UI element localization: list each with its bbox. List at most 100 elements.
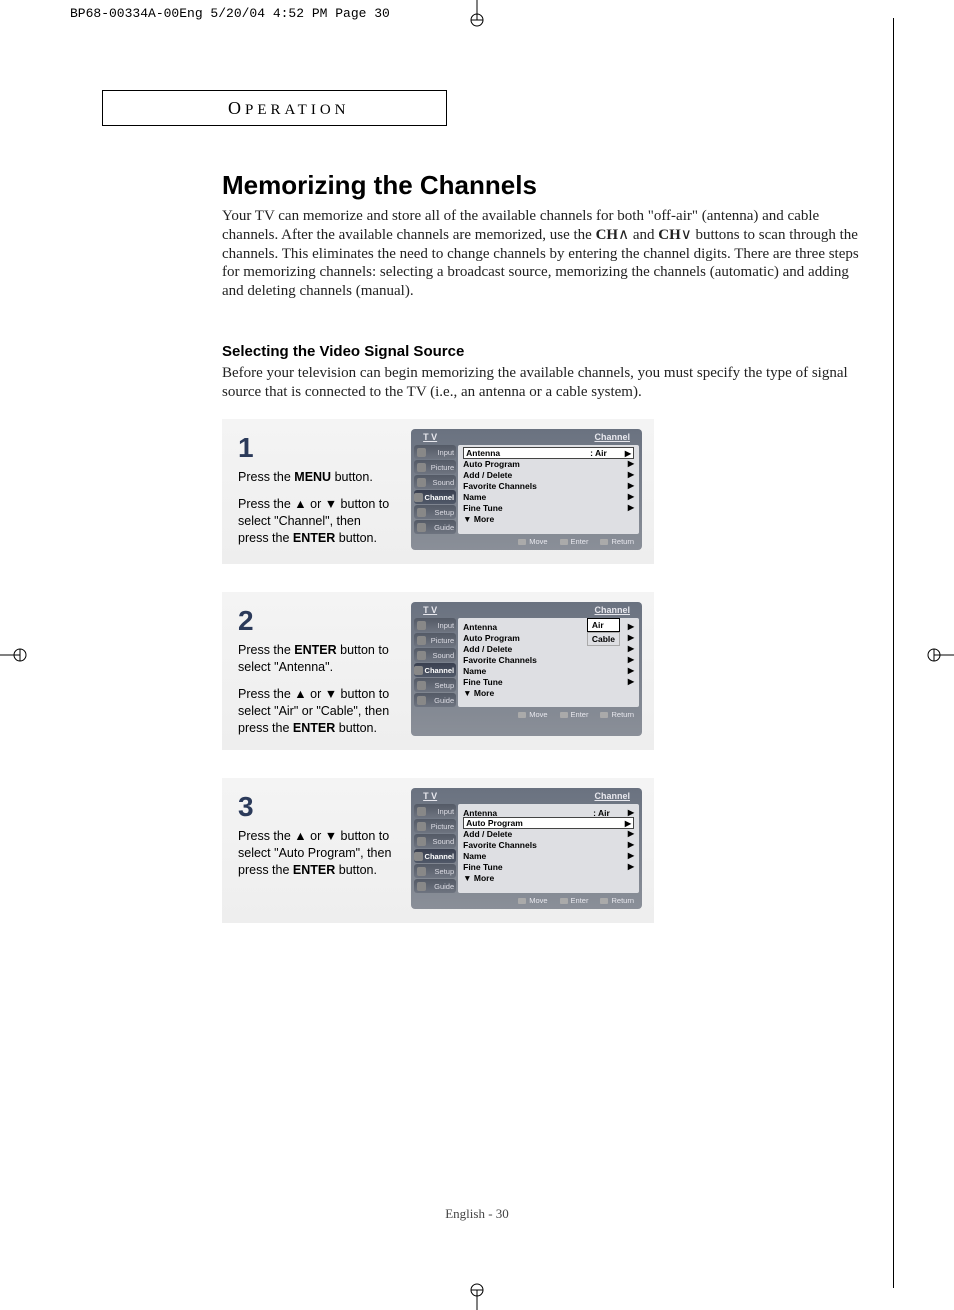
tv-header-right: Channel bbox=[594, 432, 630, 442]
tab-label: Input bbox=[437, 448, 454, 457]
menu-item-label: Fine Tune bbox=[463, 677, 503, 687]
footer-hint-enter: Enter bbox=[560, 710, 589, 719]
tab-icon bbox=[417, 523, 426, 532]
step-text: 1Press the MENU button. Press the ▲ or ▼… bbox=[238, 429, 393, 550]
crop-mark-right-icon bbox=[926, 641, 954, 669]
menu-item-label: Antenna bbox=[466, 448, 500, 458]
tv-menu-tabs: Input Picture SoundChannelSetupGuide bbox=[413, 617, 457, 708]
chevron-right-icon: ▶ bbox=[628, 655, 634, 664]
menu-item-favorite-channels[interactable]: Favorite Channels ▶ bbox=[463, 654, 634, 665]
tv-tab-setup[interactable]: Setup bbox=[414, 678, 456, 692]
tv-menu-panel: Antenna: Air▶Auto Program▶Add / Delete▶F… bbox=[458, 445, 639, 534]
tv-tab-input[interactable]: Input bbox=[414, 618, 456, 632]
menu-item-label: ▼ More bbox=[463, 688, 494, 698]
tv-tab-channel[interactable]: Channel bbox=[414, 849, 456, 863]
tv-tab-channel[interactable]: Channel bbox=[414, 663, 456, 677]
footer-hint-enter: Enter bbox=[560, 537, 589, 546]
step-instruction bbox=[238, 676, 393, 686]
tv-tab-guide[interactable]: Guide bbox=[414, 879, 456, 893]
footer-hint-move: Move bbox=[518, 896, 547, 905]
menu-item-add-delete[interactable]: Add / Delete▶ bbox=[463, 469, 634, 480]
step-text: 3Press the ▲ or ▼ button to select "Auto… bbox=[238, 788, 393, 909]
menu-item-name[interactable]: Name▶ bbox=[463, 850, 634, 861]
menu-item-label: Favorite Channels bbox=[463, 840, 537, 850]
menu-item-fine-tune[interactable]: Fine Tune▶ bbox=[463, 502, 634, 513]
tv-tab-input[interactable]: Input bbox=[414, 445, 456, 459]
page-number: English - 30 bbox=[0, 1206, 954, 1222]
dropdown-option-cable[interactable]: Cable bbox=[587, 632, 620, 646]
menu-item-label: Auto Program bbox=[463, 459, 520, 469]
tab-label: Picture bbox=[431, 636, 454, 645]
tab-icon bbox=[417, 636, 426, 645]
tab-icon bbox=[414, 493, 423, 502]
sub-intro-paragraph: Before your television can begin memoriz… bbox=[222, 364, 862, 402]
menu-item-favorite-channels[interactable]: Favorite Channels▶ bbox=[463, 480, 634, 491]
chevron-right-icon: ▶ bbox=[625, 819, 631, 828]
chevron-right-icon: ▶ bbox=[628, 481, 634, 490]
tv-header-right: Channel bbox=[594, 605, 630, 615]
tv-tab-input[interactable]: Input bbox=[414, 804, 456, 818]
tab-icon bbox=[417, 651, 426, 660]
tab-icon bbox=[414, 852, 423, 861]
menu-item-name[interactable]: Name ▶ bbox=[463, 491, 634, 502]
dropdown-option-air[interactable]: Air bbox=[587, 618, 620, 632]
menu-item-favorite-channels[interactable]: Favorite Channels▶ bbox=[463, 839, 634, 850]
chevron-right-icon: ▶ bbox=[628, 503, 634, 512]
print-header: BP68-00334A-00Eng 5/20/04 4:52 PM Page 3… bbox=[70, 6, 390, 21]
menu-item-value: : Air bbox=[593, 808, 610, 818]
tab-icon bbox=[417, 882, 426, 891]
tab-label: Sound bbox=[432, 478, 454, 487]
tv-tab-guide[interactable]: Guide bbox=[414, 520, 456, 534]
tv-tab-channel[interactable]: Channel bbox=[414, 490, 456, 504]
tv-menu-footer: MoveEnterReturn bbox=[413, 708, 640, 721]
tv-tab-picture[interactable]: Picture bbox=[414, 633, 456, 647]
footer-hint-move: Move bbox=[518, 537, 547, 546]
tv-menu-footer: MoveEnterReturn bbox=[413, 894, 640, 907]
tv-tab-setup[interactable]: Setup bbox=[414, 505, 456, 519]
tv-tab-picture[interactable]: Picture bbox=[414, 819, 456, 833]
crop-mark-left-icon bbox=[0, 641, 28, 669]
tab-label: Channel bbox=[425, 852, 455, 861]
page-edge-line bbox=[893, 18, 894, 1288]
step-instruction: Press the MENU button. bbox=[238, 469, 393, 486]
tv-tab-sound[interactable]: Sound bbox=[414, 834, 456, 848]
tv-header-left: T V bbox=[423, 791, 437, 801]
tv-tab-setup[interactable]: Setup bbox=[414, 864, 456, 878]
tv-header-left: T V bbox=[423, 605, 437, 615]
crop-mark-top-icon bbox=[463, 0, 491, 28]
tv-menu-header: T VChannel bbox=[413, 431, 640, 444]
menu-item-auto-program[interactable]: Auto Program▶ bbox=[463, 458, 634, 469]
chevron-right-icon: ▶ bbox=[628, 622, 634, 631]
menu-item-label: Add / Delete bbox=[463, 829, 512, 839]
menu-item-label: Add / Delete bbox=[463, 644, 512, 654]
tab-label: Setup bbox=[435, 508, 455, 517]
chevron-right-icon: ▶ bbox=[628, 633, 634, 642]
tv-menu-tabs: InputPictureSound Channel SetupGuide bbox=[413, 803, 457, 894]
step-number: 2 bbox=[238, 602, 393, 640]
menu-item-label: Fine Tune bbox=[463, 862, 503, 872]
menu-item--more[interactable]: ▼ More bbox=[463, 872, 634, 883]
step-1: 1Press the MENU button. Press the ▲ or ▼… bbox=[222, 419, 654, 564]
menu-item-label: Auto Program bbox=[463, 633, 520, 643]
menu-item--more[interactable]: ▼ More bbox=[463, 687, 634, 698]
tv-tab-sound[interactable]: Sound bbox=[414, 475, 456, 489]
menu-item-fine-tune[interactable]: Fine Tune▶ bbox=[463, 676, 634, 687]
menu-item-label: Name bbox=[463, 492, 486, 502]
tv-tab-sound[interactable]: Sound bbox=[414, 648, 456, 662]
tv-menu-footer: MoveEnterReturn bbox=[413, 535, 640, 548]
tab-icon bbox=[417, 508, 426, 517]
menu-item-fine-tune[interactable]: Fine Tune▶ bbox=[463, 861, 634, 872]
tv-tab-guide[interactable]: Guide bbox=[414, 693, 456, 707]
menu-item-add-delete[interactable]: Add / Delete▶ bbox=[463, 828, 634, 839]
antenna-dropdown[interactable]: AirCable bbox=[587, 618, 620, 646]
chevron-right-icon: ▶ bbox=[628, 666, 634, 675]
section-label-box: OPERATION bbox=[102, 90, 447, 126]
chevron-right-icon: ▶ bbox=[628, 492, 634, 501]
tab-icon bbox=[417, 867, 426, 876]
menu-item-name[interactable]: Name▶ bbox=[463, 665, 634, 676]
menu-item-label: Favorite Channels bbox=[463, 655, 537, 665]
menu-item--more[interactable]: ▼ More bbox=[463, 513, 634, 524]
menu-item-label: Name bbox=[463, 851, 486, 861]
menu-item-label: ▼ More bbox=[463, 873, 494, 883]
tv-tab-picture[interactable]: Picture bbox=[414, 460, 456, 474]
